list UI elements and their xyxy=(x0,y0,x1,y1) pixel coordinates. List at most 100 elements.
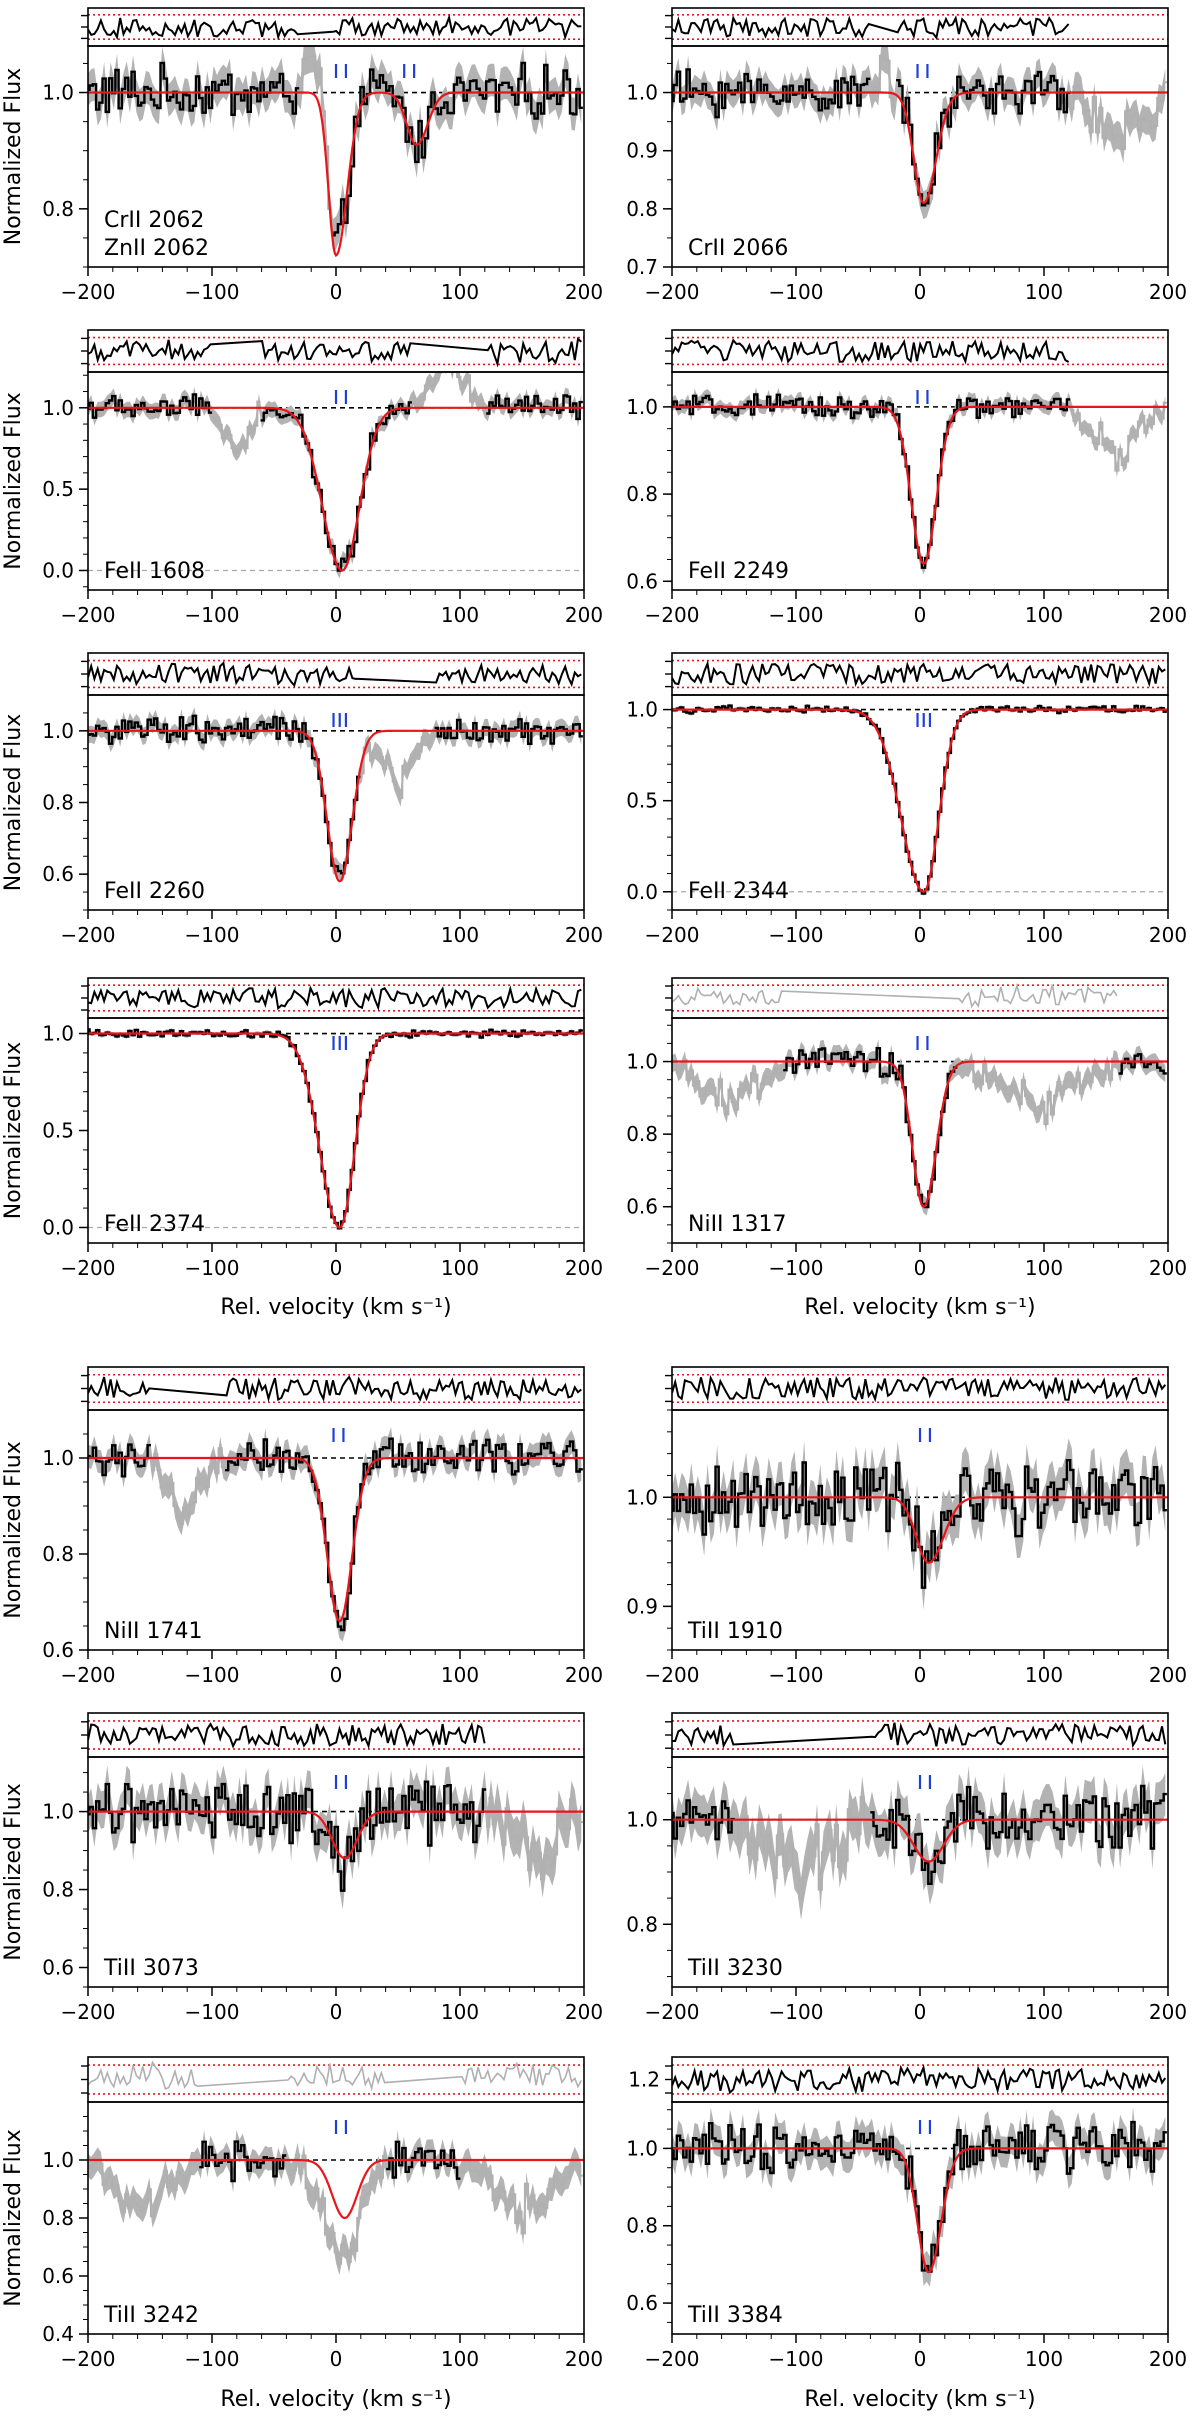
x-tick-label: 100 xyxy=(441,1256,479,1280)
x-tick-label: −100 xyxy=(769,2347,824,2371)
blended-flux xyxy=(1070,401,1167,472)
x-tick-label: 0 xyxy=(330,280,343,304)
residual-blended xyxy=(672,982,1118,1009)
ion-label: FeII 2344 xyxy=(688,879,789,904)
x-tick-label: 200 xyxy=(565,2347,603,2371)
observed-flux xyxy=(88,1028,583,1230)
spectrum-panel: 0.6 0.8 1.0 −200 −100 0 100 200 NiII 1317 Rel. ve… xyxy=(626,977,1187,1320)
y-tick-label: 0.5 xyxy=(42,1119,74,1143)
x-tick-label: 100 xyxy=(441,280,479,304)
x-tick-label: 100 xyxy=(1025,2000,1063,2024)
residual-trace xyxy=(672,338,1070,365)
x-tick-label: −100 xyxy=(769,603,824,627)
x-tick-label: 200 xyxy=(1149,2347,1187,2371)
plot-frame xyxy=(671,694,1169,911)
x-tick-label: 100 xyxy=(1025,923,1063,947)
observed-flux xyxy=(88,393,583,572)
error-band xyxy=(672,1039,1166,1216)
x-tick-label: 100 xyxy=(441,1663,479,1687)
x-tick-label: −200 xyxy=(61,1256,116,1280)
x-tick-label: −200 xyxy=(645,280,700,304)
residual-frame xyxy=(87,652,585,696)
x-tick-label: −200 xyxy=(61,923,116,947)
y-axis-title: Normalized Flux xyxy=(1,392,26,569)
ion-label: TiII 3073 xyxy=(103,1956,199,1981)
residual-frame xyxy=(671,977,1169,1019)
residual-frame xyxy=(671,1366,1169,1411)
x-tick-label: 200 xyxy=(1149,2000,1187,2024)
x-tick-label: −200 xyxy=(645,2000,700,2024)
blended-flux xyxy=(734,1796,871,1900)
x-tick-label: 0 xyxy=(330,603,343,627)
ion-label: FeII 2260 xyxy=(104,879,205,904)
residual-trace xyxy=(88,660,582,688)
model-fit xyxy=(672,1818,1168,1863)
model-fit xyxy=(672,708,1168,893)
blended-flux xyxy=(88,2153,583,2265)
error-band xyxy=(672,703,1166,896)
blended-flux xyxy=(486,1796,583,1880)
x-tick-label: −200 xyxy=(61,2000,116,2024)
ion-label: TiII 3384 xyxy=(687,2303,783,2328)
spectrum-panel: 0.8 1.0 −200 −100 0 100 200 TiII 3230 xyxy=(626,1712,1187,2024)
residual-frame xyxy=(87,329,585,373)
y-tick-label: 0.8 xyxy=(626,1912,658,1936)
x-tick-label: 100 xyxy=(441,2347,479,2371)
y-tick-label: 0.6 xyxy=(42,862,74,886)
x-axis-title: Rel. velocity (km s⁻¹) xyxy=(804,2387,1035,2412)
x-tick-label: −100 xyxy=(185,2347,240,2371)
model-fit xyxy=(88,729,584,883)
x-tick-label: 100 xyxy=(1025,2347,1063,2371)
spectrum-panel: 0.6 0.8 1.0 −200 −100 0 100 200 FeII 2249 xyxy=(626,329,1187,627)
x-tick-label: −100 xyxy=(185,280,240,304)
observed-flux xyxy=(672,393,1071,569)
x-tick-label: 100 xyxy=(441,603,479,627)
x-tick-label: 0 xyxy=(914,280,927,304)
x-tick-label: 100 xyxy=(1025,280,1063,304)
model-fit xyxy=(672,1496,1168,1564)
y-tick-label: 1.0 xyxy=(42,2148,74,2172)
residual-trace xyxy=(88,1721,486,1750)
x-tick-label: 100 xyxy=(441,2000,479,2024)
x-tick-label: −100 xyxy=(769,280,824,304)
y-axis-title: Normalized Flux xyxy=(1,1042,26,1219)
residual-frame xyxy=(87,977,585,1019)
x-tick-label: 0 xyxy=(330,923,343,947)
spectrum-panel: 1.2 0.6 0.8 1.0 −200 −100 0 100 200 TiII 3384 Rel.… xyxy=(626,2056,1187,2412)
blended-flux xyxy=(360,735,435,800)
spectrum-panel: 0.7 0.8 0.9 1.0 −200 −100 0 100 200 CrII 2066 xyxy=(626,7,1187,304)
spectrum-panel: 0.8 1.0 −200 −100 0 100 200 CrII 2062 ZnII 2062 N… xyxy=(1,7,603,304)
x-axis-title: Rel. velocity (km s⁻¹) xyxy=(804,1295,1035,1320)
x-tick-label: −200 xyxy=(61,1663,116,1687)
model-fit xyxy=(88,91,584,258)
x-tick-label: −100 xyxy=(185,603,240,627)
y-tick-label: 0.6 xyxy=(626,1195,658,1219)
y-tick-label: 0.0 xyxy=(42,558,74,582)
ion-label: FeII 2374 xyxy=(104,1212,205,1237)
x-tick-label: 200 xyxy=(1149,280,1187,304)
x-tick-label: −200 xyxy=(61,280,116,304)
x-tick-label: 0 xyxy=(914,2000,927,2024)
y-tick-label: 0.0 xyxy=(42,1215,74,1239)
y-axis-title: Normalized Flux xyxy=(1,1441,26,1618)
x-tick-label: 0 xyxy=(914,1663,927,1687)
y-tick-label: 1.0 xyxy=(42,1800,74,1824)
y-tick-label: 0.6 xyxy=(626,569,658,593)
y-tick-label: 1.0 xyxy=(626,81,658,105)
y-tick-label: 1.0 xyxy=(626,395,658,419)
ion-label: TiII 1910 xyxy=(687,1619,783,1644)
y-tick-label: 0.8 xyxy=(42,2206,74,2230)
error-band xyxy=(672,2106,1166,2287)
x-tick-label: 0 xyxy=(330,2000,343,2024)
observed-flux xyxy=(672,1459,1167,1589)
residual-frame xyxy=(671,1712,1169,1758)
residual-trace xyxy=(672,659,1166,688)
error-band xyxy=(672,1765,1166,1920)
x-tick-label: 0 xyxy=(330,1256,343,1280)
x-tick-label: −100 xyxy=(769,2000,824,2024)
y-tick-label: 0.0 xyxy=(626,880,658,904)
spectrum-panel: 0.6 0.8 1.0 −200 −100 0 100 200 NiII 1741 Normali… xyxy=(1,1366,603,1687)
x-tick-label: 200 xyxy=(565,603,603,627)
x-tick-label: 200 xyxy=(565,1663,603,1687)
y-tick-label: 0.8 xyxy=(626,482,658,506)
